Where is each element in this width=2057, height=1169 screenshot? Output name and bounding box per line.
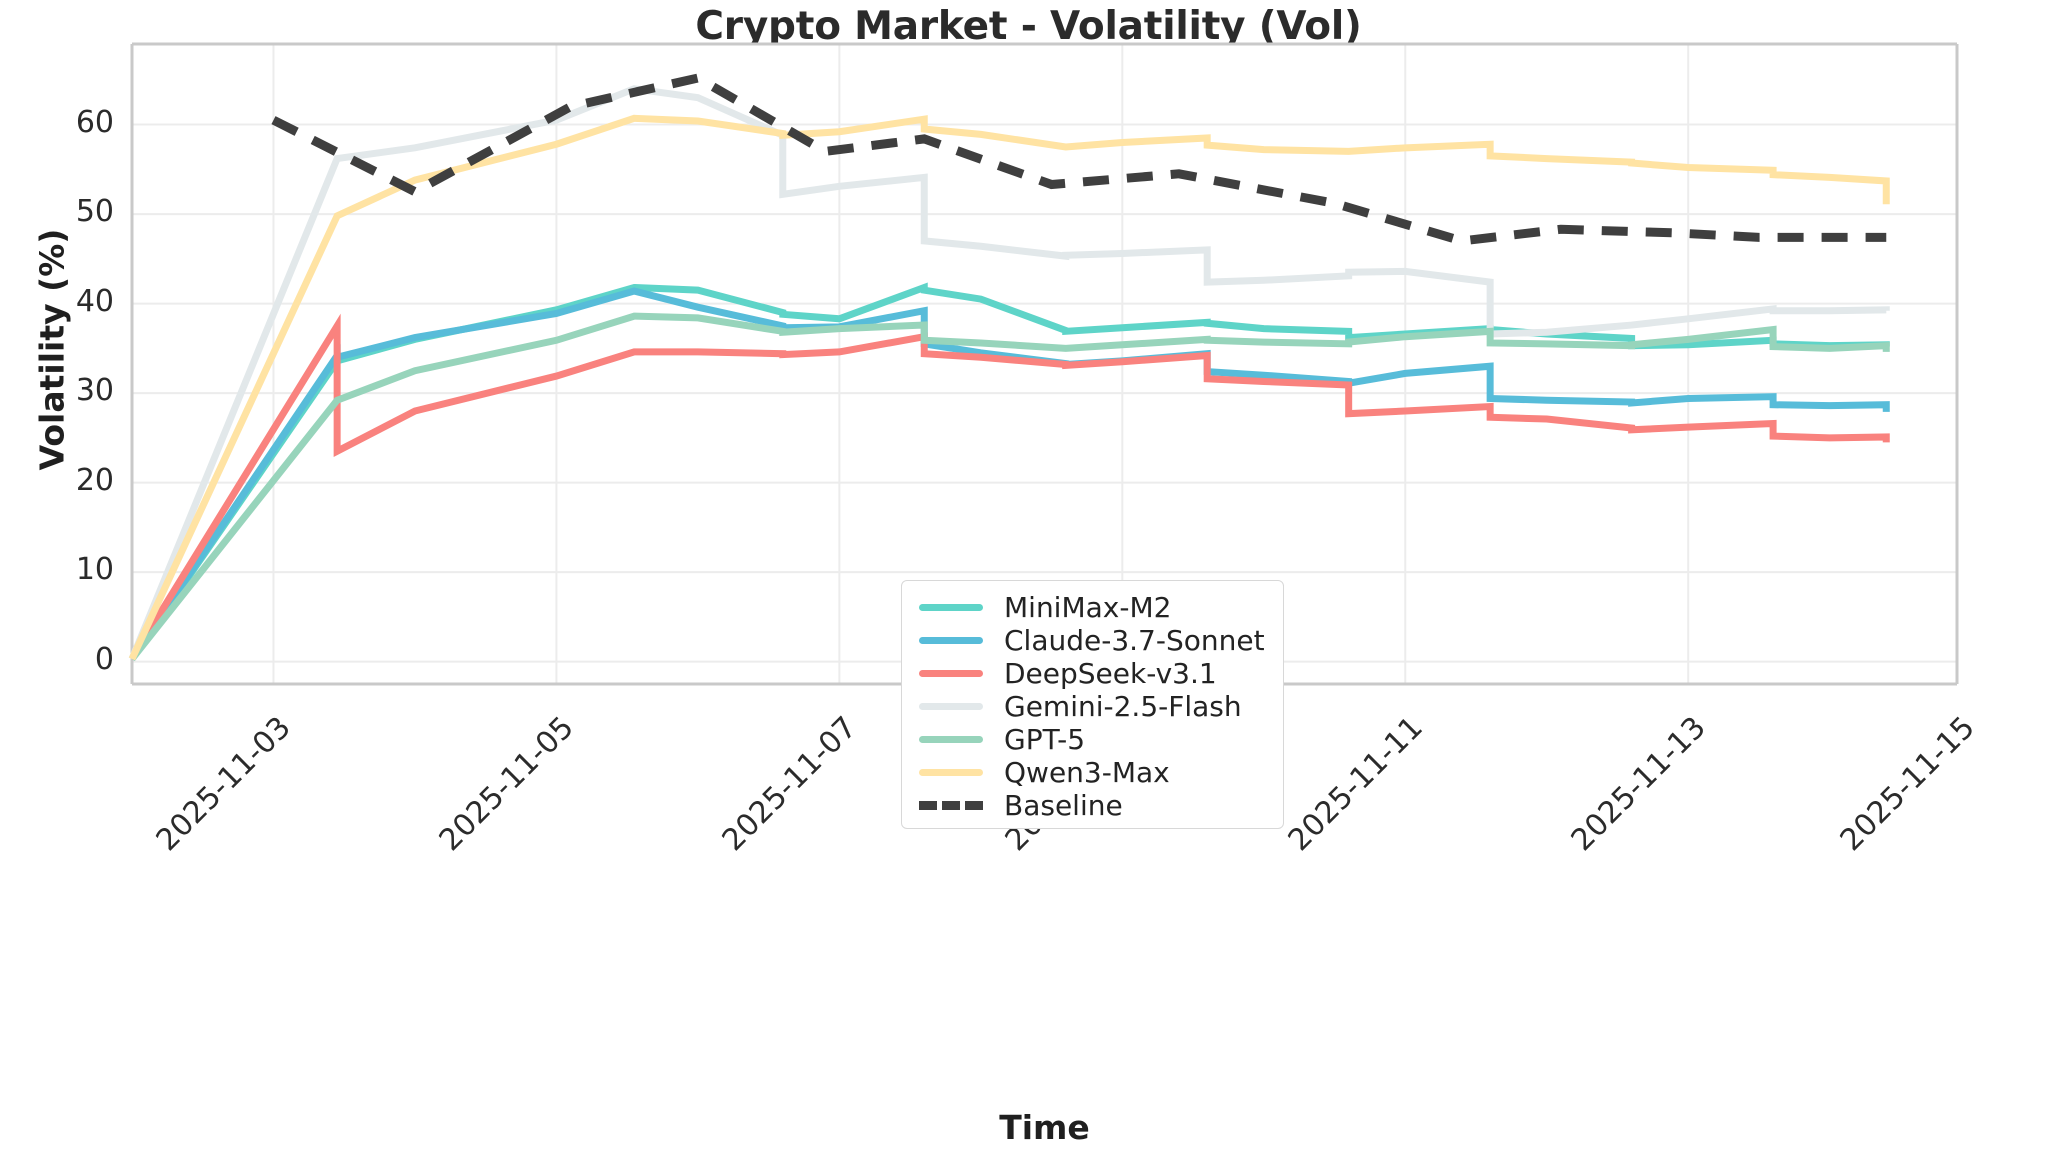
- series-line-deepseek-v3-1: [129, 313, 1890, 661]
- legend-swatch-icon: [919, 769, 983, 776]
- series-line-qwen3-max: [128, 114, 1890, 661]
- legend-item[interactable]: Claude-3.7-Sonnet: [902, 624, 1283, 657]
- series-line-minimax-m2: [129, 282, 1890, 661]
- legend-item[interactable]: Qwen3-Max: [902, 756, 1283, 789]
- legend-swatch-icon: [919, 736, 983, 743]
- y-tick-label: 10: [75, 552, 114, 588]
- legend-label: MiniMax-M2: [1004, 591, 1172, 624]
- legend-item[interactable]: Baseline: [902, 789, 1283, 822]
- chart-legend[interactable]: MiniMax-M2 Claude-3.7-Sonnet DeepSeek-v3.1…: [901, 580, 1284, 829]
- chart-title: Crypto Market - Volatility (Vol): [695, 4, 1362, 49]
- legend-swatch-icon: [919, 703, 983, 710]
- legend-swatch-icon: [919, 801, 983, 810]
- legend-item[interactable]: Gemini-2.5-Flash: [902, 690, 1283, 723]
- series-line-baseline: [271, 73, 1887, 246]
- y-tick-label: 50: [75, 194, 114, 230]
- y-tick-label: 60: [75, 104, 114, 140]
- legend-item[interactable]: DeepSeek-v3.1: [902, 657, 1283, 690]
- legend-label: GPT-5: [1004, 723, 1086, 756]
- x-axis-label: Time: [999, 1108, 1090, 1147]
- legend-label: Qwen3-Max: [1004, 756, 1170, 789]
- legend-label: DeepSeek-v3.1: [1004, 657, 1217, 690]
- legend-item[interactable]: MiniMax-M2: [902, 591, 1283, 624]
- legend-item[interactable]: GPT-5: [902, 723, 1283, 756]
- legend-label: Claude-3.7-Sonnet: [1004, 624, 1265, 657]
- legend-label: Baseline: [1004, 789, 1123, 822]
- y-tick-label: 0: [94, 641, 114, 677]
- legend-swatch-icon: [919, 670, 983, 677]
- series-line-gpt-5: [129, 312, 1890, 662]
- data-series-group: [128, 73, 1890, 662]
- y-tick-label: 30: [75, 373, 114, 409]
- series-line-gemini-2-5-flash: [128, 85, 1890, 661]
- y-tick-label: 20: [75, 462, 114, 498]
- legend-swatch-icon: [919, 604, 983, 611]
- legend-label: Gemini-2.5-Flash: [1004, 690, 1242, 723]
- legend-swatch-icon: [919, 637, 983, 644]
- y-tick-label: 40: [75, 283, 114, 319]
